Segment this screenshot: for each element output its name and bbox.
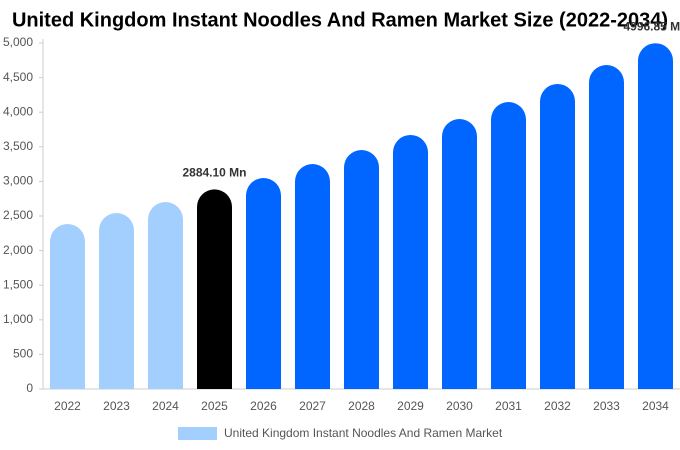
x-tick-label: 2029	[397, 399, 424, 413]
value-label: 4996.85 Mn	[623, 19, 680, 33]
y-tick-label: 4,500	[3, 70, 33, 84]
x-tick-label: 2033	[593, 399, 620, 413]
y-tick-label: 500	[13, 347, 33, 361]
x-tick-label: 2032	[544, 399, 571, 413]
x-tick-label: 2034	[642, 399, 669, 413]
y-tick-label: 3,500	[3, 139, 33, 153]
bar	[197, 189, 232, 389]
y-tick-label: 5,000	[3, 35, 33, 49]
x-tick-label: 2031	[495, 399, 522, 413]
bar	[491, 102, 526, 390]
y-tick-label: 2,000	[3, 243, 33, 257]
x-tick-label: 2023	[103, 399, 130, 413]
y-tick-label: 3,000	[3, 174, 33, 188]
x-tick-label: 2024	[152, 399, 179, 413]
bar	[589, 65, 624, 389]
legend-label: United Kingdom Instant Noodles And Ramen…	[224, 426, 503, 440]
bar	[442, 118, 477, 389]
bar	[99, 213, 134, 389]
bar	[295, 164, 330, 389]
bar	[638, 43, 673, 389]
x-tick-label: 2026	[250, 399, 277, 413]
chart-title: United Kingdom Instant Noodles And Ramen…	[12, 9, 668, 31]
x-tick-label: 2022	[54, 399, 81, 413]
x-tick-label: 2028	[348, 399, 375, 413]
y-tick-label: 4,000	[3, 104, 33, 118]
legend-swatch	[178, 427, 217, 440]
x-tick-label: 2027	[299, 399, 326, 413]
y-tick-label: 2,500	[3, 208, 33, 222]
value-label: 2884.10 Mn	[182, 166, 246, 180]
bar	[148, 202, 183, 389]
x-tick-label: 2030	[446, 399, 473, 413]
y-tick-label: 0	[26, 381, 33, 395]
bar	[540, 83, 575, 389]
y-tick-label: 1,000	[3, 312, 33, 326]
y-tick-label: 1,500	[3, 277, 33, 291]
bar	[344, 149, 379, 389]
bar	[246, 178, 281, 389]
bar	[50, 224, 85, 389]
x-tick-label: 2025	[201, 399, 228, 413]
bar	[393, 134, 428, 389]
